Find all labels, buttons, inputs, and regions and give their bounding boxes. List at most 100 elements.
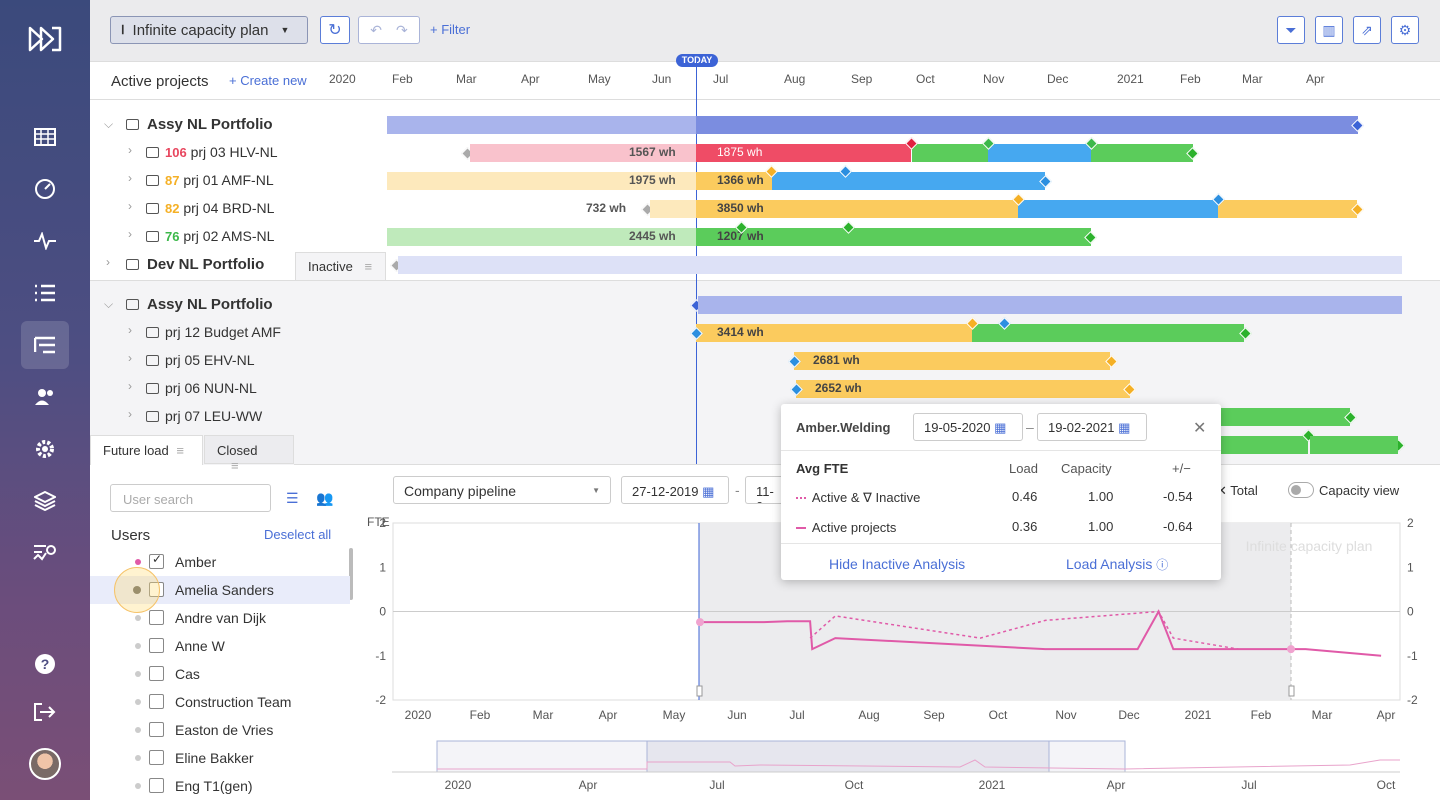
scrollbar[interactable] [349,548,353,600]
menu-icon[interactable]: ≡ [176,443,184,458]
project-icon [146,383,159,394]
logo-icon[interactable] [21,15,69,63]
user-row[interactable]: Eng T1(gen) [90,772,350,800]
pipeline-select[interactable]: Company pipeline ▼ [393,476,611,504]
layers-icon[interactable] [21,477,69,525]
load-bar[interactable] [794,352,1110,370]
funnel-settings-button[interactable]: ⏷ [1277,16,1305,44]
menu-icon[interactable]: ≡ [231,458,239,473]
tab-inactive[interactable]: Inactive ≡ [295,252,386,280]
user-checkbox[interactable] [149,694,164,709]
load-bar[interactable] [696,228,848,246]
chevron-right-icon[interactable]: › [128,351,132,365]
undo-icon[interactable]: ↶ [370,21,382,38]
columns-button[interactable]: ▥ [1315,16,1343,44]
project-row[interactable]: › 82 prj 04 BRD-NL 732 wh 3850 wh [90,193,1440,223]
user-search-input[interactable]: User search [110,484,271,512]
portfolio-row[interactable]: ⌵ Assy NL Portfolio [90,111,1440,139]
total-toggle[interactable]: ✕ Total [1216,483,1258,498]
chevron-right-icon[interactable]: › [128,227,132,241]
chevron-right-icon[interactable]: › [128,199,132,213]
export-button[interactable]: ⇗ [1353,16,1381,44]
user-checkbox[interactable]: ✓ [149,552,164,569]
avatar[interactable] [21,740,69,788]
chevron-down-icon[interactable]: ⌵ [104,117,114,131]
capacity-view-toggle[interactable] [1288,482,1314,498]
chart-to-date[interactable]: 11-0 [745,476,785,504]
chevron-down-icon[interactable]: ⌵ [104,297,114,311]
load-bar[interactable] [696,172,772,190]
portfolio-row[interactable]: ⌵ Assy NL Portfolio [90,291,1440,319]
chevron-right-icon[interactable]: › [106,255,110,269]
user-row[interactable]: Cas [90,660,350,688]
user-row[interactable]: Anne W [90,632,350,660]
load-bar[interactable] [796,380,1130,398]
dashboard-gauge-icon[interactable] [21,165,69,213]
project-row[interactable]: › 76 prj 02 AMS-NL 2445 wh 1207 wh [90,221,1440,251]
tab-closed[interactable]: Closed ≡ [204,435,294,473]
user-checkbox[interactable] [149,638,164,653]
row-load: 0.46 [1012,489,1038,504]
portfolio-row[interactable]: › Dev NL Portfolio [90,251,1440,279]
project-row[interactable]: › prj 05 EHV-NL 2681 wh [90,347,1440,375]
create-new-link[interactable]: + Create new [229,73,307,88]
project-row[interactable]: › prj 12 Budget AMF 3414 wh [90,317,1440,347]
project-row[interactable]: › prj 06 NUN-NL 2652 wh [90,375,1440,403]
past-bar[interactable] [650,200,696,218]
load-bar[interactable] [1220,408,1350,426]
close-icon[interactable]: ✕ [1193,420,1207,437]
chevron-right-icon[interactable]: › [128,323,132,337]
portfolio-bar[interactable] [698,296,1402,314]
logout-icon[interactable] [21,688,69,736]
settings-button[interactable]: ⚙ [1391,16,1419,44]
popup-to-date[interactable]: 19-02-2021 ▦ [1037,413,1147,441]
past-bar[interactable] [387,172,696,190]
list-icon[interactable] [21,269,69,317]
user-group-icon[interactable]: 👥 [316,490,334,506]
settings-gear-icon[interactable] [21,425,69,473]
help-icon[interactable]: ? [21,640,69,688]
hide-inactive-link[interactable]: Hide Inactive Analysis [829,556,966,572]
activity-pulse-icon[interactable] [21,217,69,265]
load-bar[interactable] [696,200,1018,218]
load-bar[interactable] [696,324,972,342]
user-row[interactable]: Easton de Vries [90,716,350,744]
tab-future-load[interactable]: Future load ≡ [90,435,203,465]
user-checkbox[interactable] [149,778,164,793]
user-row[interactable]: Andre van Dijk [90,604,350,632]
past-bar[interactable] [387,228,696,246]
project-row[interactable]: › 87 prj 01 AMF-NL 1975 wh 1366 wh [90,165,1440,195]
filter-button[interactable]: + Filter [430,22,471,37]
deselect-all-link[interactable]: Deselect all [264,527,332,542]
plan-select[interactable]: Ⅰ Infinite capacity plan ▼ [110,16,308,44]
chevron-right-icon[interactable]: › [128,407,132,421]
chart-from-date[interactable]: 27-12-2019 ▦ [621,476,729,504]
user-checkbox[interactable] [149,666,164,681]
load-analysis-link[interactable]: Load Analysis ⓘ [1066,556,1168,573]
load-bar[interactable] [696,144,911,162]
menu-icon[interactable]: ≡ [364,259,373,274]
sort-list-icon[interactable]: ☰ [286,490,299,506]
portfolio-bar[interactable] [398,256,1402,274]
user-row[interactable]: Eline Bakker [90,744,350,772]
project-row[interactable]: › prj 07 LEU-WW [90,403,1440,431]
past-bar[interactable] [470,144,696,162]
portfolio-bar[interactable] [696,116,1358,134]
users-icon[interactable] [21,373,69,421]
calendar-grid-icon[interactable] [21,113,69,161]
chevron-right-icon[interactable]: › [128,171,132,185]
user-checkbox[interactable] [149,610,164,625]
user-checkbox[interactable] [149,750,164,765]
redo-icon[interactable]: ↷ [396,21,408,38]
popup-from-date[interactable]: 19-05-2020 ▦ [913,413,1023,441]
user-row[interactable]: Construction Team [90,688,350,716]
user-checkbox[interactable] [149,722,164,737]
chevron-right-icon[interactable]: › [128,143,132,157]
refresh-button[interactable]: ↻ [320,16,350,44]
chevron-right-icon[interactable]: › [128,379,132,393]
project-row[interactable]: › 106 prj 03 HLV-NL 1567 wh 1875 wh [90,137,1440,167]
gantt-tree-icon[interactable] [21,321,69,369]
user-row[interactable]: ✓ Amber [90,548,350,576]
analysis-icon[interactable] [21,529,69,577]
